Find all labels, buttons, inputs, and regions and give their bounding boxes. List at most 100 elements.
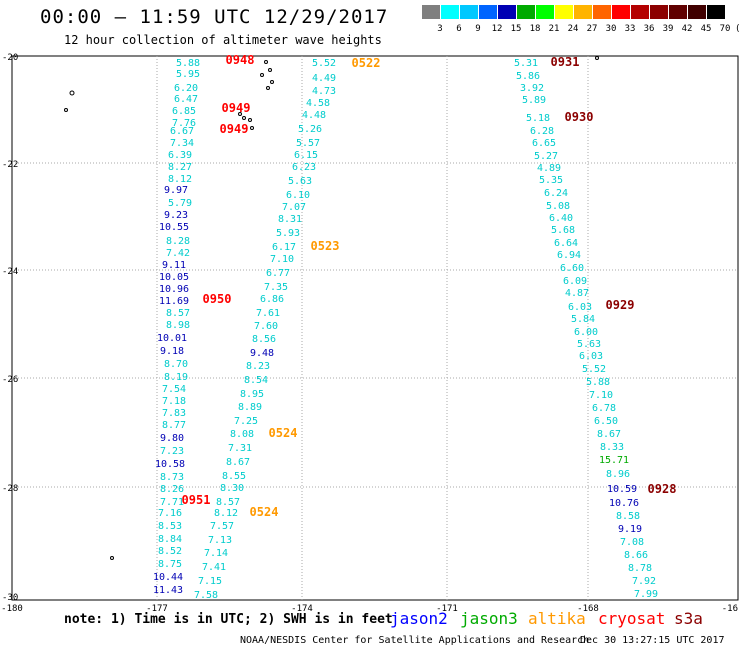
wave-height-reading: 15.71 <box>599 455 629 466</box>
wave-height-reading: 6.94 <box>557 250 581 261</box>
wave-height-reading: 7.76 <box>172 118 196 129</box>
wave-height-reading: 8.19 <box>164 372 188 383</box>
wave-height-reading: 5.84 <box>571 314 595 325</box>
wave-height-reading: 8.67 <box>226 457 250 468</box>
wave-height-reading: 10.76 <box>609 498 639 509</box>
wave-height-reading: 8.66 <box>624 550 648 561</box>
wave-height-reading: 6.15 <box>294 150 318 161</box>
scale-label: 12 <box>491 24 503 34</box>
pass-time-label: 0949 <box>220 122 249 136</box>
scale-label: 3 <box>437 24 443 34</box>
scale-swatch <box>612 5 630 19</box>
scale-swatch <box>688 5 706 19</box>
wave-height-reading: 8.53 <box>158 521 182 532</box>
longitude-label: -174 <box>291 604 313 614</box>
wave-height-reading: 6.20 <box>174 83 198 94</box>
wave-height-reading: 6.77 <box>266 268 290 279</box>
wave-height-reading: 5.57 <box>296 138 320 149</box>
wave-height-reading: 6.28 <box>530 126 554 137</box>
wave-height-reading: 5.08 <box>546 201 570 212</box>
wave-height-reading: 7.31 <box>228 443 252 454</box>
pass-time-label: 0930 <box>565 110 594 124</box>
island-outline <box>69 90 75 96</box>
scale-label: 21 <box>548 24 560 34</box>
wave-height-reading: 10.59 <box>607 484 637 495</box>
latitude-label: -24 <box>2 267 18 277</box>
wave-height-reading: 9.97 <box>164 185 188 196</box>
wave-height-reading: 5.52 <box>582 364 606 375</box>
wave-height-reading: 9.80 <box>160 433 184 444</box>
scale-label: 39 <box>662 24 674 34</box>
wave-height-reading: 8.67 <box>597 429 621 440</box>
wave-height-reading: 8.98 <box>166 320 190 331</box>
wave-height-reading: 6.10 <box>286 190 310 201</box>
wave-height-reading: 10.05 <box>159 272 189 283</box>
wave-height-reading: 4.49 <box>312 73 336 84</box>
wave-height-reading: 6.85 <box>172 106 196 117</box>
wave-height-reading: 7.10 <box>589 390 613 401</box>
satellite-legend-s3a: s3a <box>674 609 703 628</box>
longitude-label: -180 <box>1 604 23 614</box>
wave-height-reading: 5.63 <box>577 339 601 350</box>
wave-height-reading: 8.54 <box>244 375 268 386</box>
scale-label: 6 <box>456 24 462 34</box>
wave-height-reading: 6.86 <box>260 294 284 305</box>
scale-swatch <box>669 5 687 19</box>
longitude-label: -177 <box>146 604 168 614</box>
wave-height-reading: 7.08 <box>620 537 644 548</box>
wave-height-reading: 8.57 <box>166 308 190 319</box>
wave-height-reading: 8.28 <box>166 236 190 247</box>
wave-height-reading: 8.33 <box>600 442 624 453</box>
island-outline <box>248 118 252 122</box>
wave-height-reading: 8.55 <box>222 471 246 482</box>
pass-time-label: 0949 <box>222 101 251 115</box>
wave-height-reading: 8.75 <box>158 559 182 570</box>
satellite-legend-cryosat: cryosat <box>598 609 666 628</box>
wave-height-reading: 4.73 <box>312 86 336 97</box>
wave-height-reading: 6.03 <box>579 351 603 362</box>
wave-height-reading: 9.23 <box>164 210 188 221</box>
wave-height-reading: 7.42 <box>166 248 190 259</box>
scale-label: 18 <box>529 24 541 34</box>
wave-height-reading: 8.12 <box>214 508 238 519</box>
wave-height-reading: 5.79 <box>168 198 192 209</box>
scale-swatch <box>441 5 459 19</box>
footer-credit: NOAA/NESDIS Center for Satellite Applica… <box>240 635 590 646</box>
wave-height-reading: 5.52 <box>312 58 336 69</box>
pass-time-label: 0522 <box>352 56 381 70</box>
island-outline <box>250 126 254 130</box>
wave-height-reading: 5.88 <box>176 58 200 69</box>
scale-label: 42 <box>681 24 693 34</box>
scale-swatch <box>536 5 554 19</box>
wave-height-reading: 4.58 <box>306 98 330 109</box>
island-outline <box>242 116 246 120</box>
wave-height-reading: 6.39 <box>168 150 192 161</box>
map-frame <box>11 55 739 601</box>
wave-height-reading: 7.07 <box>282 202 306 213</box>
scale-swatch <box>517 5 535 19</box>
wave-height-reading: 6.67 <box>170 126 194 137</box>
pass-time-label: 0523 <box>311 239 340 253</box>
wave-height-reading: 8.56 <box>252 334 276 345</box>
pass-time-label: 0524 <box>250 505 279 519</box>
pass-time-label: 0929 <box>606 298 635 312</box>
island-outline <box>264 60 268 64</box>
pass-time-label: 0524 <box>269 426 298 440</box>
scale-swatch <box>593 5 611 19</box>
wave-height-reading: 6.03 <box>568 302 592 313</box>
scale-swatch <box>574 5 592 19</box>
wave-height-reading: 8.57 <box>216 497 240 508</box>
longitude-label: -16 <box>722 604 738 614</box>
island-outline <box>110 556 114 560</box>
scale-label: 27 <box>586 24 598 34</box>
scale-swatch <box>479 5 497 19</box>
wave-height-reading: 8.58 <box>616 511 640 522</box>
longitude-label: -171 <box>436 604 458 614</box>
wave-height-reading: 3.92 <box>520 83 544 94</box>
wave-height-reading: 7.16 <box>158 508 182 519</box>
wave-height-reading: 7.23 <box>160 446 184 457</box>
satellite-legend-altika: altika <box>528 609 586 628</box>
wave-height-reading: 9.11 <box>162 260 186 271</box>
scale-label: 33 <box>624 24 636 34</box>
